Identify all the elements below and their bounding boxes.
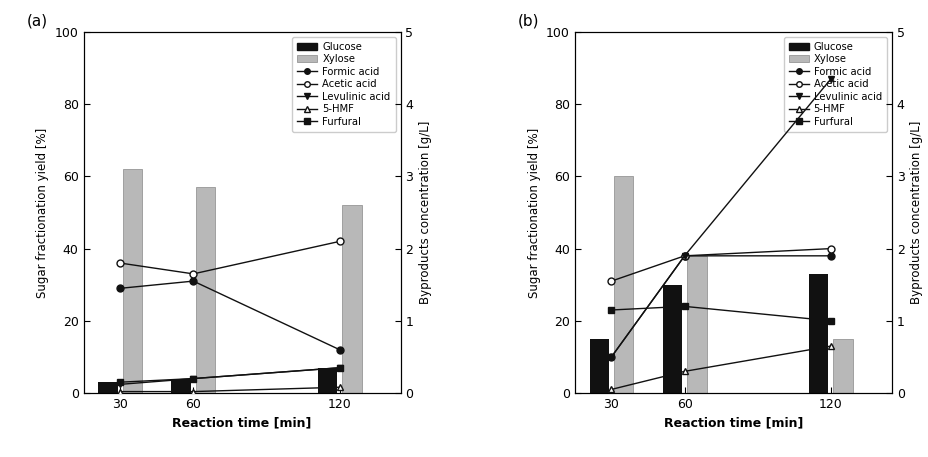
Text: (a): (a) <box>27 14 47 29</box>
Legend: Glucose, Xylose, Formic acid, Acetic acid, Levulinic acid, 5-HMF, Furfural: Glucose, Xylose, Formic acid, Acetic aci… <box>782 37 886 132</box>
X-axis label: Reaction time [min]: Reaction time [min] <box>663 416 802 430</box>
Bar <box>317 368 337 393</box>
Bar <box>589 339 609 393</box>
Y-axis label: Byproducts concentration [g/L]: Byproducts concentration [g/L] <box>419 121 432 304</box>
Bar <box>687 256 706 393</box>
Bar <box>98 382 118 393</box>
Bar <box>196 187 215 393</box>
Legend: Glucose, Xylose, Formic acid, Acetic acid, Levulinic acid, 5-HMF, Furfural: Glucose, Xylose, Formic acid, Acetic aci… <box>292 37 395 132</box>
Y-axis label: Sugar fractionation yield [%]: Sugar fractionation yield [%] <box>36 128 49 298</box>
Bar <box>171 378 190 393</box>
X-axis label: Reaction time [min]: Reaction time [min] <box>173 416 312 430</box>
Bar <box>832 339 852 393</box>
Bar <box>122 169 142 393</box>
Y-axis label: Byproducts concentration [g/L]: Byproducts concentration [g/L] <box>909 121 922 304</box>
Y-axis label: Sugar fractionation yield [%]: Sugar fractionation yield [%] <box>527 128 540 298</box>
Bar <box>342 205 361 393</box>
Bar <box>808 274 828 393</box>
Text: (b): (b) <box>517 14 539 29</box>
Bar <box>613 176 633 393</box>
Bar <box>662 285 681 393</box>
